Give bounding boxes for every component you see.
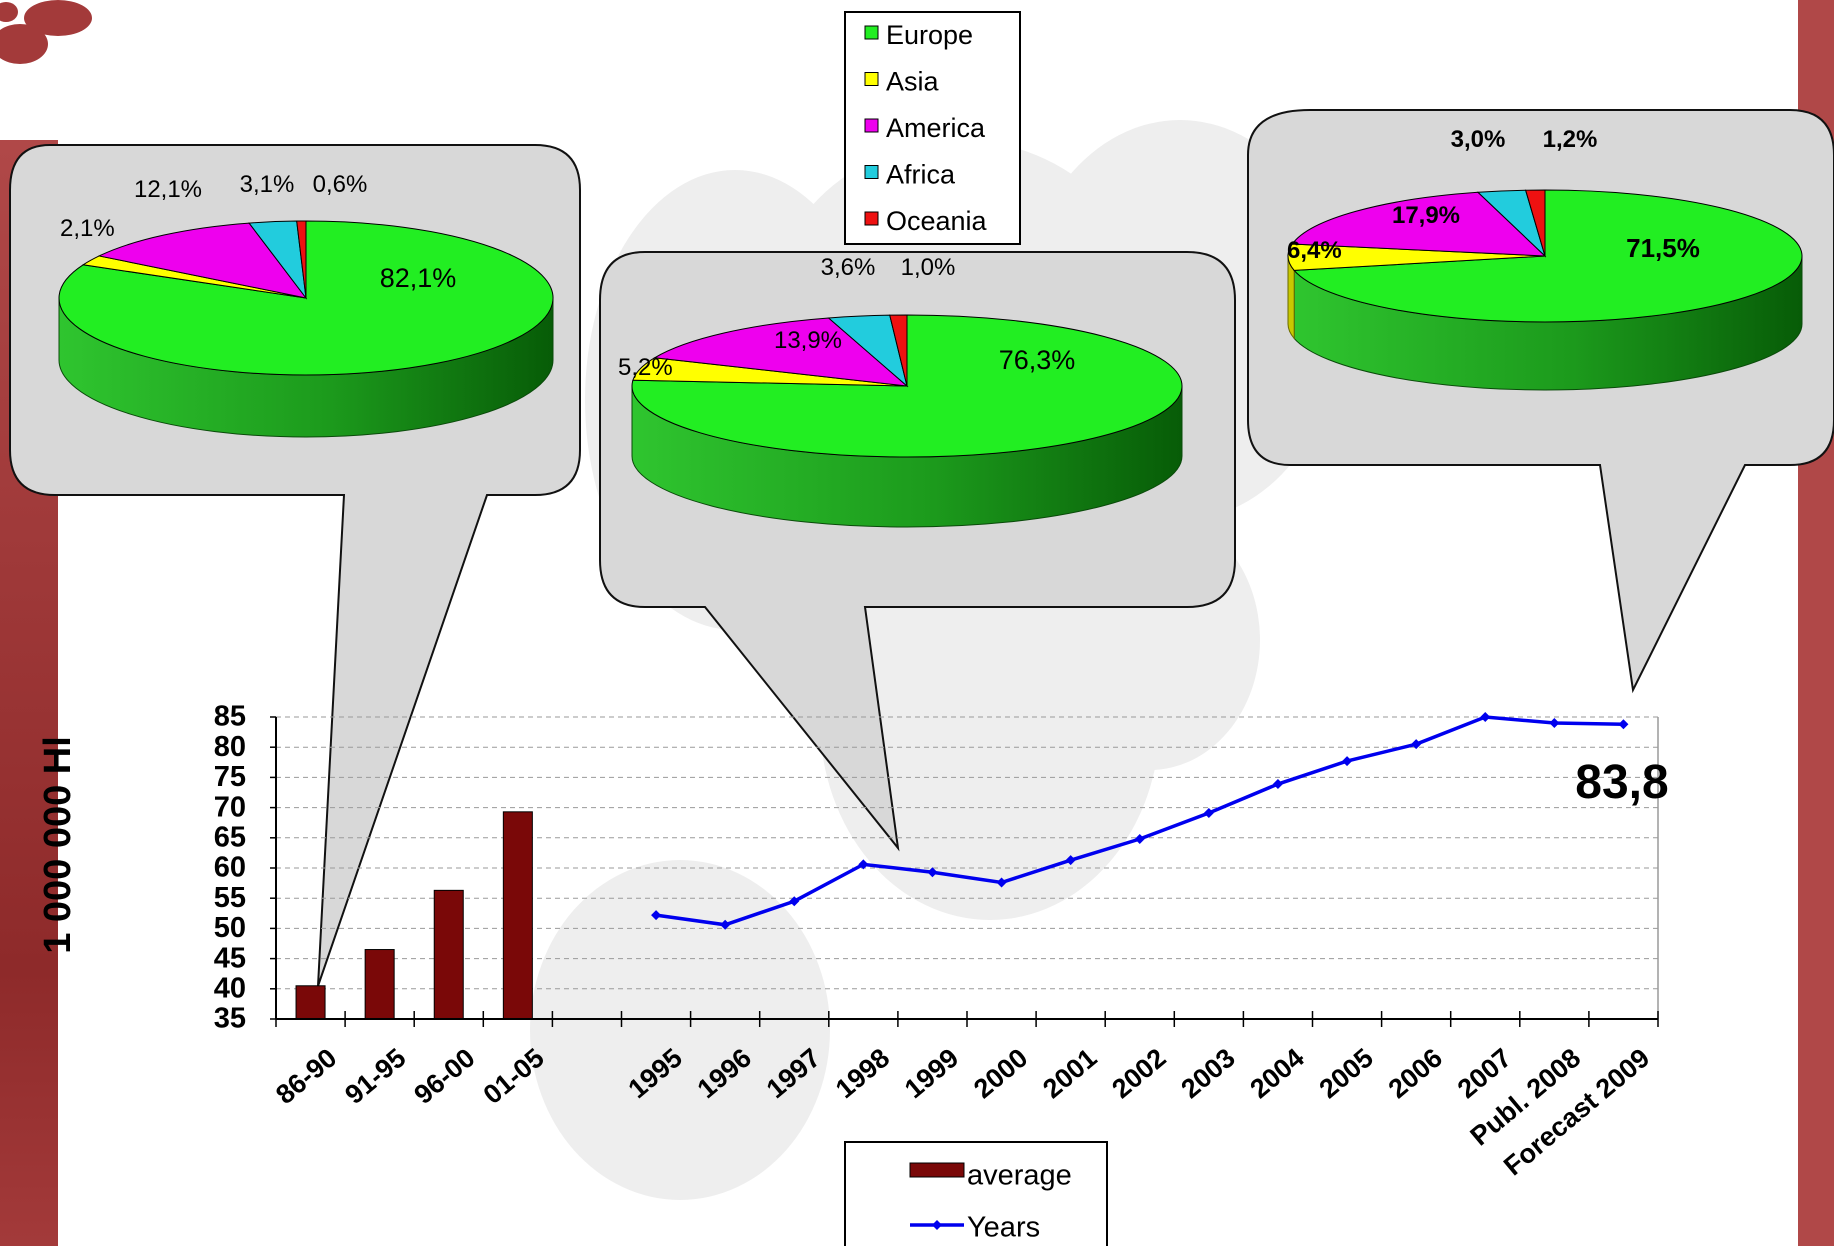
logo-grapes <box>0 0 92 64</box>
y-tick-label: 70 <box>214 791 246 823</box>
line-point-1995 <box>651 910 662 921</box>
pie-legend-label-africa: Africa <box>886 160 956 190</box>
series-legend-swatch-average <box>909 1162 965 1178</box>
line-point-publ-2008 <box>1549 718 1560 729</box>
x-tick-label-1998: 1998 <box>830 1043 895 1105</box>
pie-label-africa: 3,1% <box>240 171 295 198</box>
pie-chart-2005: 71,5% 6,4% 17,9% 3,0% 1,2% <box>1287 126 1803 391</box>
line-point-2006 <box>1411 739 1422 750</box>
x-tick-label-2001: 2001 <box>1037 1043 1102 1105</box>
y-tick-label: 80 <box>214 731 246 763</box>
pie-label-america: 13,9% <box>774 327 842 354</box>
line-point-1997 <box>789 896 800 907</box>
line-point-1996 <box>720 919 731 930</box>
line-point-forecast-2009 <box>1618 719 1629 730</box>
x-tick-label-2006: 2006 <box>1383 1043 1448 1105</box>
pie-chart-1986-90: 82,1% 2,1% 12,1% 3,1% 0,6% <box>58 171 554 438</box>
pie-label-africa: 3,6% <box>821 254 876 281</box>
y-tick-label: 60 <box>214 852 246 884</box>
line-point-2003 <box>1203 808 1214 819</box>
bar-91-95 <box>364 949 395 1020</box>
y-tick-label: 55 <box>214 882 246 914</box>
x-tick-label-2000: 2000 <box>968 1043 1033 1105</box>
x-tick-label-91-95: 91-95 <box>339 1043 411 1110</box>
pie-label-asia: 5,2% <box>618 354 673 381</box>
line-point-2002 <box>1134 834 1145 845</box>
y-tick-label: 40 <box>214 972 246 1004</box>
chart-axes <box>275 717 1659 1027</box>
pie-label-oceania: 1,2% <box>1543 126 1598 153</box>
pie-legend-swatch-europe <box>864 25 879 40</box>
series-legend-marker-years <box>932 1220 942 1230</box>
pie-legend-label-america: America <box>886 113 986 143</box>
line-point-2000 <box>996 877 1007 888</box>
bar-96-00 <box>433 889 464 1020</box>
series-legend-label-years: Years <box>967 1212 1040 1244</box>
pie-label-oceania: 1,0% <box>901 254 956 281</box>
pie-legend-swatch-america <box>864 118 879 133</box>
x-tick-label-2002: 2002 <box>1106 1043 1171 1105</box>
y-tick-label: 50 <box>214 912 246 944</box>
pie-legend-swatch-asia <box>864 72 879 86</box>
line-point-1998 <box>858 859 869 870</box>
pie-label-europe: 82,1% <box>380 263 457 293</box>
pie-chart-1991-95: 76,3% 5,2% 13,9% 3,6% 1,0% <box>618 254 1183 528</box>
x-tick-label-96-00: 96-00 <box>408 1043 480 1110</box>
pie-slice-oceania <box>889 314 908 387</box>
pie-slice-europe <box>1293 189 1803 323</box>
pie-label-asia: 2,1% <box>60 215 115 242</box>
bar-86-90 <box>295 985 326 1020</box>
line-point-2004 <box>1272 779 1283 790</box>
bar-series-average <box>295 811 533 1020</box>
series-legend-label-average: average <box>967 1160 1072 1192</box>
pie-slice-oceania <box>1524 189 1546 257</box>
x-tick-label-86-90: 86-90 <box>270 1043 342 1110</box>
pie-legend-label-oceania: Oceania <box>886 206 988 236</box>
y-tick-label: 85 <box>214 701 246 733</box>
pie-label-america: 17,9% <box>1392 202 1460 229</box>
y-axis-label: 1 000 000 Hl <box>37 736 79 954</box>
line-point-2005 <box>1342 756 1353 767</box>
callout-value-label: 83,8 <box>1575 756 1668 809</box>
pie-legend-label-asia: Asia <box>886 67 940 97</box>
x-tick-label-1999: 1999 <box>899 1043 964 1105</box>
pie-label-oceania: 0,6% <box>313 171 368 198</box>
y-tick-label: 35 <box>214 1003 246 1035</box>
pie-legend-swatch-africa <box>864 165 879 179</box>
pie-label-america: 12,1% <box>134 176 202 203</box>
x-tick-label-2005: 2005 <box>1314 1043 1379 1105</box>
line-series-years <box>651 712 1629 930</box>
pie-slice-america <box>1291 191 1547 257</box>
x-tick-label-2004: 2004 <box>1245 1043 1310 1105</box>
bar-01-05 <box>502 811 533 1020</box>
pie-label-europe: 76,3% <box>999 345 1076 375</box>
pie-legend-swatch-oceania <box>864 211 879 226</box>
pie-slice-europe <box>631 314 1183 458</box>
line-point-2001 <box>1065 855 1076 866</box>
x-tick-label-2003: 2003 <box>1175 1043 1240 1105</box>
pie-slice-america <box>97 222 308 299</box>
pie-slice-america <box>653 317 909 387</box>
pie-legend-label-europe: Europe <box>886 20 973 50</box>
y-tick-label: 65 <box>214 821 246 853</box>
pie-legend: Europe Asia America Africa Oceania <box>844 11 1021 245</box>
y-tick-label: 75 <box>214 761 246 793</box>
series-legend: average Years <box>844 1141 1108 1251</box>
series-legend-box <box>844 1141 1108 1251</box>
pie-label-asia: 6,4% <box>1287 237 1342 264</box>
line-point-1999 <box>927 867 938 878</box>
pie-label-africa: 3,0% <box>1451 126 1506 153</box>
y-tick-label: 45 <box>214 942 246 974</box>
line-point-2007 <box>1480 712 1491 722</box>
pie-slice-oceania <box>296 220 307 299</box>
pie-label-europe: 71,5% <box>1626 233 1700 263</box>
